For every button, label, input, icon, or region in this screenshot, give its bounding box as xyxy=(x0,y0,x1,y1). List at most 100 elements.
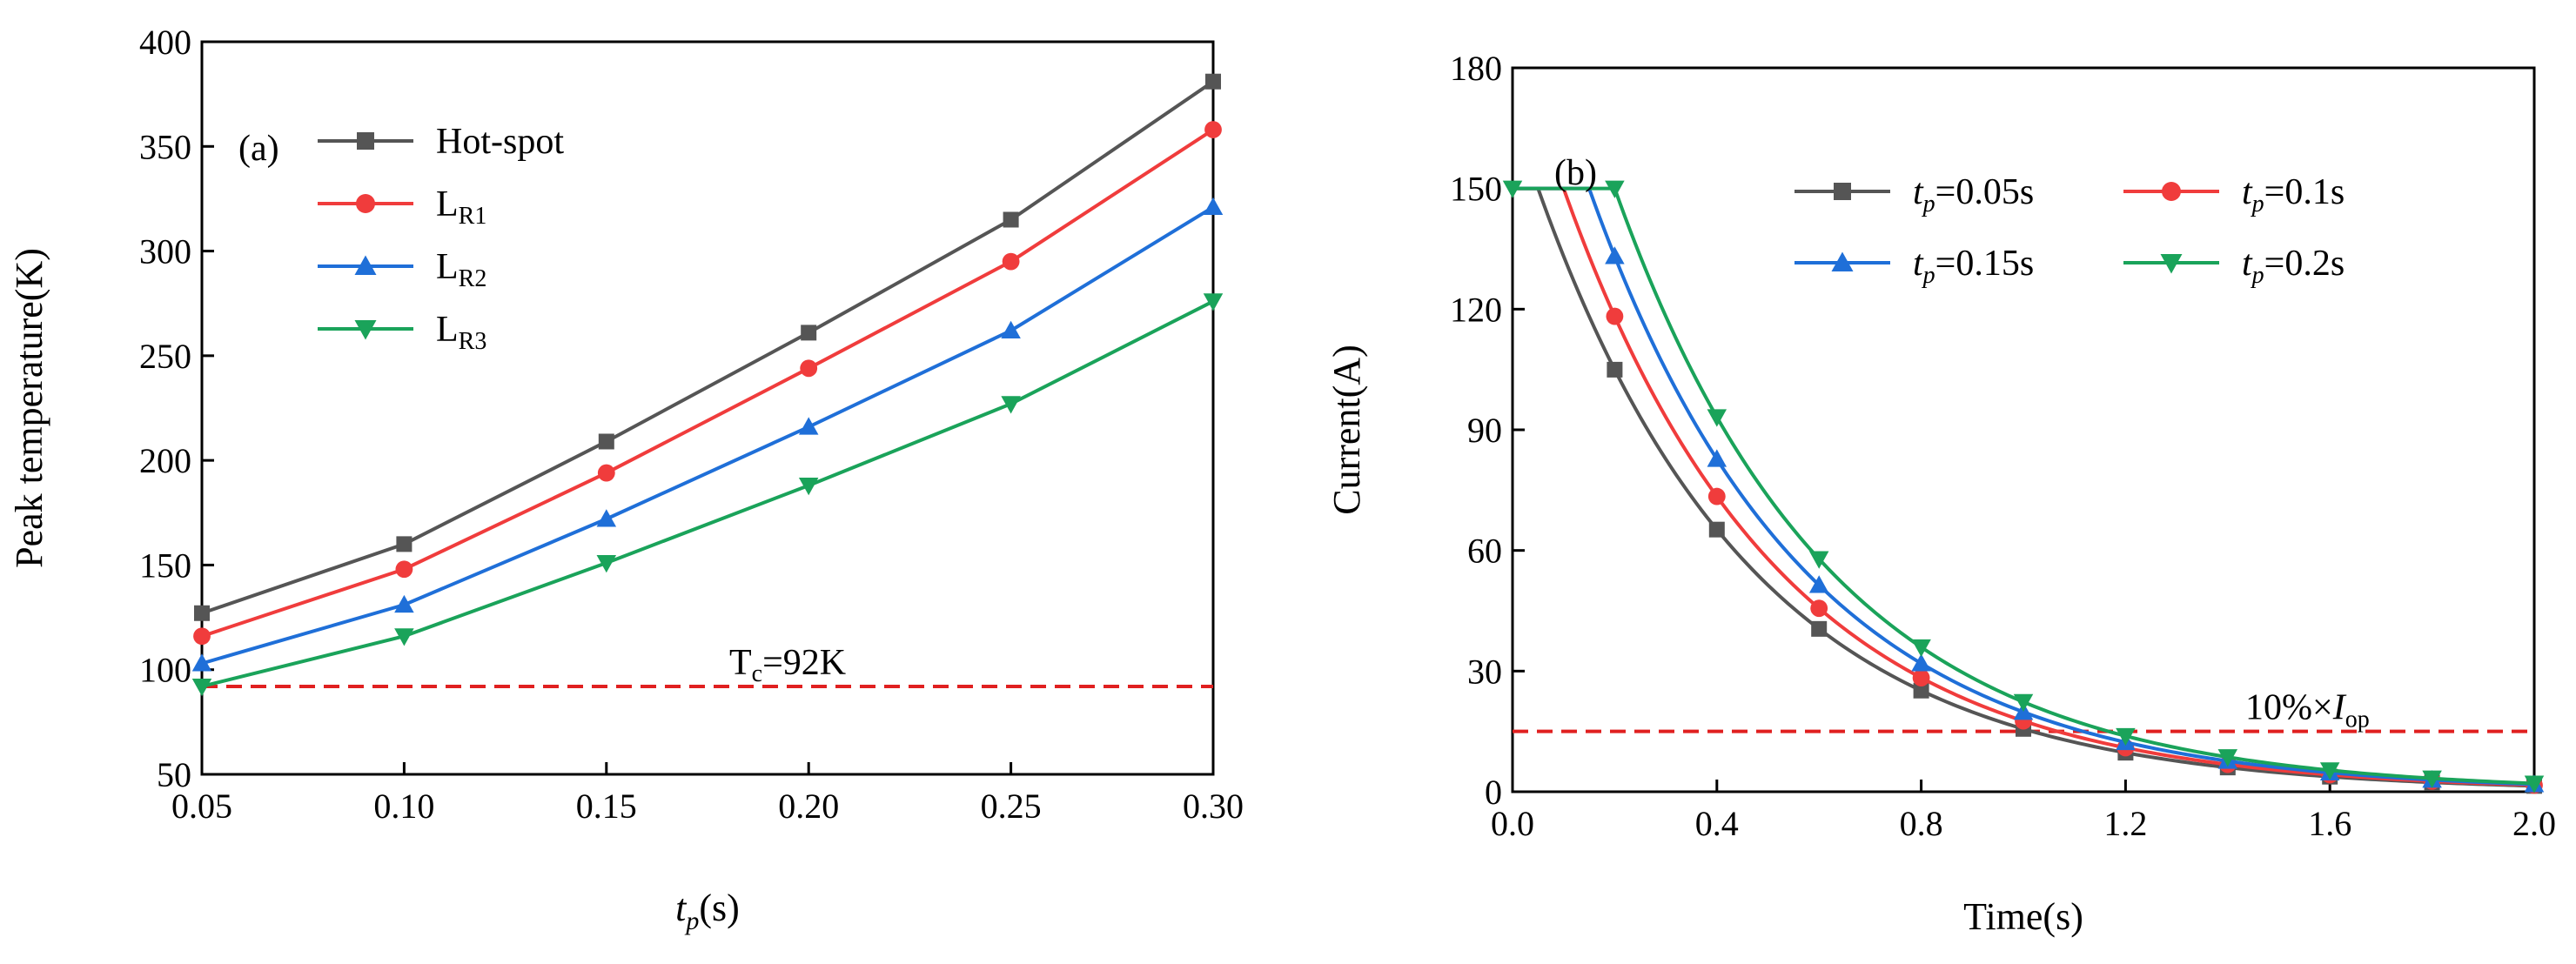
legend-label-rest: =0.15s xyxy=(1935,244,2035,284)
data-point xyxy=(1808,575,1829,593)
data-point xyxy=(1605,246,1625,264)
legend-label-sub: R1 xyxy=(459,203,487,230)
legend-marker-3 xyxy=(2160,254,2183,274)
data-point xyxy=(1003,211,1019,228)
y-tick-label: 180 xyxy=(1450,49,1502,88)
y-tick-label: 150 xyxy=(139,546,191,585)
y-tick-label: 30 xyxy=(1467,652,1502,691)
data-point xyxy=(1502,180,1523,198)
data-point xyxy=(2217,749,2238,767)
y-axis-label: Peak temperature(K) xyxy=(8,248,50,568)
series-line-3 xyxy=(201,299,1214,688)
legend-marker-1 xyxy=(2162,182,2181,201)
x-tick-label: 0.4 xyxy=(1695,804,1739,843)
data-point xyxy=(1808,551,1829,569)
data-point xyxy=(1204,121,1222,138)
plot-frame xyxy=(200,40,1215,776)
legend-marker-0 xyxy=(1834,183,1851,200)
x-tick-label: 1.6 xyxy=(2308,804,2351,843)
y-tick-label: 100 xyxy=(139,651,191,690)
data-point xyxy=(1002,252,1020,271)
legend-label-sub: p xyxy=(2251,262,2264,289)
x-tick-label: 0.8 xyxy=(1900,804,1943,843)
y-axis-label: Current(A) xyxy=(1325,345,1368,515)
y-tick-label: 120 xyxy=(1450,290,1502,329)
legend-label-sub: p xyxy=(1922,262,1935,289)
legend-label-rest: =0.2s xyxy=(2264,244,2345,284)
y-tick-label: 50 xyxy=(157,755,191,794)
x-tick-label: 0.10 xyxy=(373,787,434,826)
legend-label-main: Hot-spot xyxy=(436,122,564,162)
legend-label-rest: =0.1s xyxy=(2264,172,2345,212)
legend-marker-3 xyxy=(354,320,377,340)
x-tick-label: 1.2 xyxy=(2103,804,2147,843)
data-point xyxy=(1606,307,1624,325)
data-point xyxy=(798,478,819,496)
x-axis-label-var: t xyxy=(675,887,688,929)
y-tick-label: 350 xyxy=(139,127,191,166)
y-tick-label: 300 xyxy=(139,232,191,271)
data-point xyxy=(597,464,615,482)
legend-label-sub: p xyxy=(2251,191,2264,218)
reference-label-10pct: 10%×Iop xyxy=(2245,688,2370,733)
legend-label-sub: R2 xyxy=(459,265,487,292)
data-point xyxy=(1810,599,1828,618)
panel-label-b: (b) xyxy=(1554,153,1597,193)
data-point xyxy=(1605,180,1625,198)
data-point xyxy=(394,594,414,613)
data-point xyxy=(193,627,211,646)
reference-label-sub: op xyxy=(2345,706,2370,733)
reference-label-var: I xyxy=(2332,688,2347,728)
data-point xyxy=(1001,396,1021,414)
legend-marker-1 xyxy=(356,194,375,213)
data-point xyxy=(1205,73,1221,90)
series-line-1 xyxy=(201,128,1215,639)
data-point xyxy=(1811,620,1828,637)
data-point xyxy=(1707,487,1726,505)
y-tick-label: 0 xyxy=(1485,773,1502,812)
x-tick-label: 0.05 xyxy=(171,787,232,826)
reference-label-main: 10%× xyxy=(2245,688,2333,728)
y-tick-label: 60 xyxy=(1467,532,1502,571)
reference-label-tc: Tc=92K xyxy=(729,643,846,687)
panel-b: 0.0 0.4 0.8 1.2 1.6 2.0 0 30 60 90 120 150 180 10%×Io… xyxy=(1325,49,2556,938)
data-point xyxy=(1707,449,1727,467)
x-axis-label-unit: (s) xyxy=(699,887,739,929)
data-point xyxy=(1203,293,1224,311)
data-point xyxy=(2524,775,2545,793)
data-point xyxy=(2013,693,2034,713)
y-tick-label: 250 xyxy=(139,337,191,376)
data-point xyxy=(598,433,614,450)
panel-a: 0.05 0.10 0.15 0.20 0.25 0.30 50 100 150 200 250 30… xyxy=(8,23,1244,935)
legend-label-1: tp=0.1s xyxy=(2242,172,2345,218)
x-tick-label: 2.0 xyxy=(2512,804,2556,843)
legend-label-var: t xyxy=(2242,172,2253,212)
legend-label-2: LR2 xyxy=(436,247,486,292)
reference-label-main: T xyxy=(729,643,752,683)
legend-label-sub: R3 xyxy=(459,328,487,355)
data-point xyxy=(2422,770,2442,788)
data-point xyxy=(1911,639,1931,658)
legend-label-var: t xyxy=(2242,244,2253,284)
x-tick-label: 0.20 xyxy=(778,787,839,826)
y-tick-label: 200 xyxy=(139,441,191,480)
y-tick-label: 90 xyxy=(1467,411,1502,450)
x-axis-label: tp(s) xyxy=(675,887,740,935)
data-point xyxy=(1001,320,1021,338)
x-tick-label: 0.15 xyxy=(576,787,637,826)
data-point xyxy=(798,417,819,435)
data-point xyxy=(1913,682,1929,699)
reference-label-rest: =92K xyxy=(762,643,846,683)
x-tick-label: 0.30 xyxy=(1183,787,1244,826)
data-point xyxy=(395,560,413,579)
data-point xyxy=(1912,669,1930,686)
data-point xyxy=(191,678,212,697)
legend-label-var: t xyxy=(1913,244,1924,284)
reference-label-sub: c xyxy=(752,660,762,687)
legend-label-3: tp=0.2s xyxy=(2242,244,2345,289)
legend-label-rest: =0.05s xyxy=(1935,172,2035,212)
legend-marker-2 xyxy=(354,255,377,275)
y-tick-label: 150 xyxy=(1450,170,1502,209)
data-point xyxy=(2319,762,2340,780)
